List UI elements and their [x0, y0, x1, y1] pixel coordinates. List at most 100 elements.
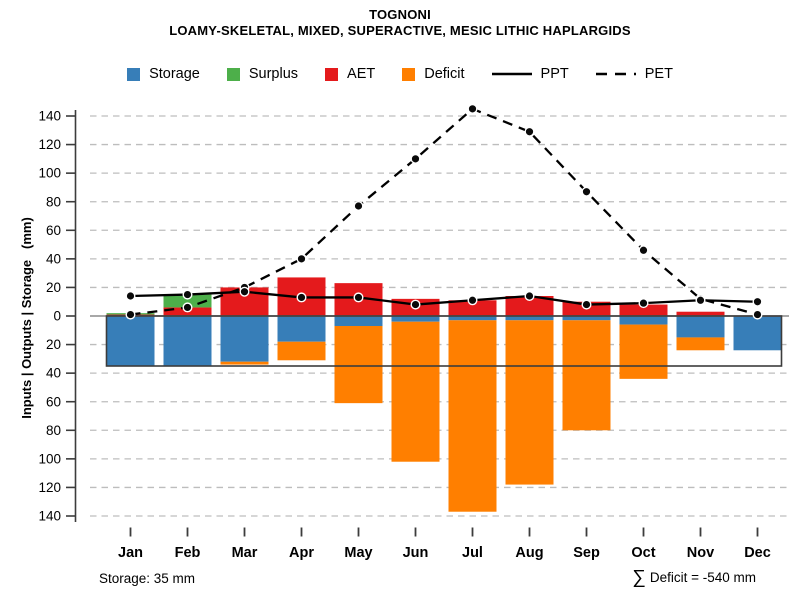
y-tick-label: 0	[53, 309, 61, 324]
bar-storage-sep	[562, 316, 611, 321]
month-label-aug: Aug	[515, 545, 543, 561]
month-label-mar: Mar	[232, 545, 258, 561]
month-label-feb: Feb	[175, 545, 201, 561]
legend-label-storage: Storage	[149, 66, 200, 82]
bar-storage-nov	[676, 316, 725, 338]
pet-line	[130, 107, 758, 316]
legend-label-surplus: Surplus	[248, 66, 299, 82]
storage-capacity-annotation: Storage: 35 mm	[99, 571, 196, 586]
ppt-line	[130, 290, 758, 306]
legend-label-aet: AET	[347, 66, 376, 82]
bar-storage-jul	[448, 316, 497, 321]
bar-deficit-may	[334, 326, 383, 404]
month-label-apr: Apr	[289, 545, 314, 561]
bar-deficit-aug	[505, 320, 554, 485]
month-label-may: May	[344, 545, 372, 561]
bar-aet-aug	[505, 296, 554, 316]
legend-swatch-aet-icon	[325, 67, 339, 81]
ppt-point-may	[353, 292, 364, 303]
month-label-jan: Jan	[118, 545, 143, 561]
legend-swatch-pet-line-icon	[595, 72, 636, 76]
y-tick-label: 140	[38, 109, 61, 124]
month-label-dec: Dec	[744, 545, 771, 561]
x-axis: Jan Feb Mar Apr May Jun Jul Aug Sep Oct Nov Dec	[118, 527, 771, 561]
bar-storage-jun	[391, 316, 440, 322]
y-tick-label: 120	[38, 480, 61, 495]
bar-storage-jan	[106, 316, 155, 366]
bar-aet-oct	[619, 304, 668, 316]
ppt-point-dec	[752, 296, 763, 307]
y-tick-label: 20	[46, 337, 61, 352]
y-tick-label: 80	[46, 423, 61, 438]
pet-point-oct	[638, 245, 649, 256]
legend-item-pet: PET	[595, 66, 673, 82]
month-label-oct: Oct	[631, 545, 655, 561]
ppt-point-apr	[296, 292, 307, 303]
y-axis-title: Inputs | Outputs | Storage (mm)	[19, 217, 34, 419]
pet-point-aug	[524, 126, 535, 137]
legend-item-ppt: PPT	[491, 66, 569, 82]
y-tick-label: 20	[46, 280, 61, 295]
legend-swatch-storage-icon	[127, 67, 141, 81]
y-axis: 140 120 100 80 60 40 20 0 20 40 60 80 100 120 140	[38, 109, 77, 524]
ppt-point-oct	[638, 298, 649, 309]
ppt-point-jan	[125, 291, 136, 302]
pet-point-sep	[581, 186, 592, 197]
y-tick-label: 100	[38, 166, 61, 181]
month-label-nov: Nov	[687, 545, 714, 561]
storage-capacity-box	[105, 315, 783, 367]
pet-point-dec	[752, 309, 763, 320]
bar-deficit-nov	[676, 337, 725, 351]
pet-point-jan	[125, 309, 136, 320]
bar-deficit-mar	[220, 361, 269, 365]
month-label-sep: Sep	[573, 545, 600, 561]
bar-aet-jul	[448, 300, 497, 316]
bar-deficit-sep	[562, 320, 611, 431]
y-tick-label: 40	[46, 366, 61, 381]
ppt-point-mar	[239, 286, 250, 297]
chart-title: TOGNONI	[369, 7, 431, 22]
pet-point-feb	[182, 302, 193, 313]
legend-item-storage: Storage	[127, 66, 200, 82]
pet-point-jul	[467, 103, 478, 114]
ppt-point-jul	[467, 295, 478, 306]
y-tick-label: 80	[46, 194, 61, 209]
month-label-jul: Jul	[462, 545, 483, 561]
legend-item-surplus: Surplus	[226, 66, 299, 82]
legend-label-ppt: PPT	[540, 66, 569, 82]
legend-label-deficit: Deficit	[424, 66, 465, 82]
bar-storage-aug	[505, 316, 554, 321]
chart-subtitle: LOAMY-SKELETAL, MIXED, SUPERACTIVE, MESI…	[169, 23, 631, 38]
ppt-point-jun	[410, 299, 421, 310]
bar-deficit-jun	[391, 321, 440, 462]
bars	[106, 277, 782, 512]
bar-storage-oct	[619, 316, 668, 325]
legend-swatch-surplus-icon	[226, 67, 240, 81]
pet-point-apr	[296, 253, 307, 264]
bar-storage-apr	[277, 316, 326, 342]
ppt-point-feb	[182, 289, 193, 300]
legend-swatch-ppt-line-icon	[491, 72, 532, 76]
total-deficit-text: Deficit = -540 mm	[649, 570, 756, 585]
bar-storage-mar	[220, 316, 269, 362]
y-tick-label: 40	[46, 251, 61, 266]
bar-deficit-jul	[448, 320, 497, 512]
y-tick-label: 120	[38, 137, 61, 152]
bar-storage-may	[334, 316, 383, 326]
sigma-icon: ∑	[632, 567, 646, 588]
ppt-point-nov	[695, 295, 706, 306]
bar-storage-feb	[163, 316, 212, 366]
bar-deficit-apr	[277, 341, 326, 361]
y-tick-label: 60	[46, 223, 61, 238]
legend-swatch-deficit-icon	[402, 67, 416, 81]
legend: Storage Surplus AET Deficit PPT PET	[0, 66, 800, 82]
legend-item-deficit: Deficit	[402, 66, 465, 82]
ppt-point-aug	[524, 291, 535, 302]
month-label-jun: Jun	[403, 545, 429, 561]
total-deficit-annotation: ∑ Deficit = -540 mm	[632, 566, 756, 588]
bar-aet-nov	[676, 311, 725, 316]
y-tick-label: 60	[46, 394, 61, 409]
legend-item-aet: AET	[325, 66, 375, 82]
